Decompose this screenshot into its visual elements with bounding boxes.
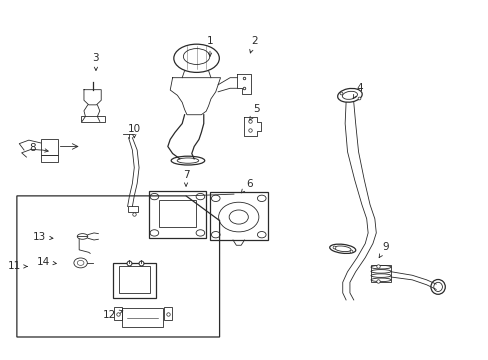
Bar (113, 263, 156, 298)
Bar (159, 200, 195, 227)
Bar (163, 307, 172, 320)
Text: 14: 14 (37, 257, 56, 267)
Bar (114, 307, 122, 320)
Text: 11: 11 (8, 261, 27, 271)
Bar (41, 155, 58, 162)
Text: 4: 4 (352, 83, 362, 99)
Text: 8: 8 (29, 143, 48, 153)
Bar (41, 139, 58, 155)
Text: 2: 2 (249, 36, 257, 53)
Bar (122, 308, 163, 327)
Text: 7: 7 (183, 170, 189, 186)
Text: 5: 5 (249, 104, 259, 120)
Text: 1: 1 (206, 36, 213, 56)
Bar (119, 266, 149, 293)
Bar (127, 207, 138, 212)
Text: 10: 10 (127, 124, 141, 138)
Text: 6: 6 (241, 179, 252, 193)
Text: 13: 13 (33, 232, 53, 242)
Text: 3: 3 (92, 53, 99, 71)
Bar (81, 116, 104, 122)
Bar (148, 190, 206, 238)
Bar (370, 265, 390, 282)
Text: 12: 12 (102, 310, 122, 320)
Bar (209, 192, 267, 240)
Text: 9: 9 (378, 242, 388, 258)
